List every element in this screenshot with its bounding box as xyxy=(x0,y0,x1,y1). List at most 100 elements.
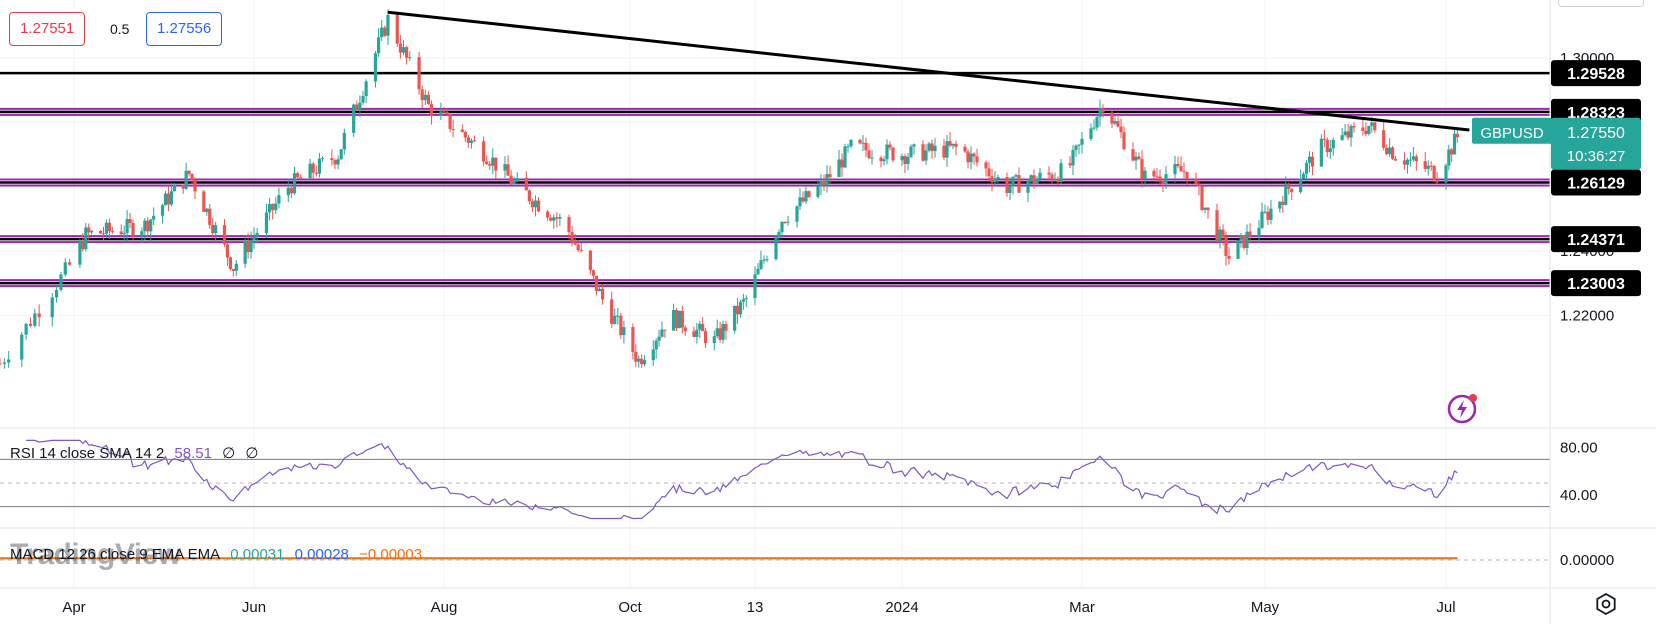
candle-body xyxy=(783,221,787,223)
candle xyxy=(933,138,937,158)
candle-body xyxy=(1005,177,1009,193)
candle-body xyxy=(395,14,399,44)
candle-body xyxy=(954,143,958,147)
candle-body xyxy=(1074,145,1078,150)
candle xyxy=(942,138,946,161)
candle xyxy=(1435,172,1439,184)
candle xyxy=(594,275,599,296)
candle xyxy=(756,263,760,275)
candle xyxy=(1248,223,1252,244)
candle xyxy=(570,226,574,247)
candle-body xyxy=(1349,126,1353,138)
time-axis-label: Jul xyxy=(1436,599,1455,616)
candle-body xyxy=(386,14,390,36)
candle xyxy=(683,325,687,336)
candle xyxy=(299,174,303,179)
candle-body xyxy=(1346,131,1350,138)
candle xyxy=(651,340,655,367)
sell-price[interactable]: 1.27551 xyxy=(9,12,86,46)
candle xyxy=(1452,127,1457,155)
indicator-panes xyxy=(0,427,1656,589)
candle-body xyxy=(104,222,109,234)
candle xyxy=(228,256,232,271)
candle xyxy=(843,143,847,168)
candle xyxy=(408,51,412,61)
candle xyxy=(1050,172,1054,184)
candle xyxy=(825,165,829,193)
candle-body xyxy=(735,305,740,315)
candle xyxy=(1068,156,1072,169)
candle xyxy=(1203,207,1207,214)
settings-gear-icon[interactable] xyxy=(1594,592,1618,616)
candle-body xyxy=(160,205,165,216)
candle-body xyxy=(299,177,303,179)
trendline[interactable] xyxy=(387,10,1470,132)
candle-body xyxy=(54,289,59,298)
candle xyxy=(1053,172,1057,182)
candle xyxy=(780,220,784,239)
macd-legend[interactable]: MACD 12 26 close 9 EMA EMA 0.00031 0.000… xyxy=(10,546,428,563)
candle-body xyxy=(909,146,913,157)
level-tag-bg xyxy=(1551,270,1641,297)
candle-body xyxy=(1227,256,1231,259)
candle xyxy=(712,330,716,351)
candle-body xyxy=(1299,178,1303,193)
candle-body xyxy=(993,178,997,183)
rsi-legend[interactable]: RSI 14 close SMA 14 2 58.51 ∅ ∅ xyxy=(10,444,264,462)
flash-icon[interactable] xyxy=(1446,391,1480,425)
candle-body xyxy=(680,310,684,328)
candle-body xyxy=(744,298,748,300)
candle xyxy=(274,197,278,214)
candle-body xyxy=(1047,172,1051,175)
candle-body xyxy=(762,259,766,261)
candle-body xyxy=(816,186,820,197)
candle xyxy=(1092,119,1096,131)
candlestick-series xyxy=(0,9,1459,369)
candle-body xyxy=(1011,176,1015,187)
candle xyxy=(735,297,740,324)
candle-body xyxy=(225,244,230,258)
candle-body xyxy=(249,240,253,253)
candle-body xyxy=(169,191,173,205)
candle xyxy=(1385,144,1389,156)
top-right-button[interactable] xyxy=(1558,0,1644,7)
candle-body xyxy=(0,363,2,365)
candle-body xyxy=(1098,108,1102,118)
candle-body xyxy=(252,236,256,241)
candle-body xyxy=(208,208,212,225)
candle-body xyxy=(558,217,562,219)
candle xyxy=(816,180,820,199)
candle-body xyxy=(1414,156,1418,162)
candle xyxy=(819,174,823,195)
candle xyxy=(1236,240,1240,260)
buy-price[interactable]: 1.27556 xyxy=(146,12,223,46)
candle xyxy=(1056,176,1060,185)
candle xyxy=(494,157,498,179)
time-axis-label: 13 xyxy=(747,599,764,616)
candle-body xyxy=(448,113,452,129)
candle-body xyxy=(600,288,605,300)
candle xyxy=(828,165,832,185)
candle-body xyxy=(801,197,805,202)
candle xyxy=(252,227,256,249)
candle-body xyxy=(466,137,470,143)
candle-body xyxy=(90,231,94,233)
candle-body xyxy=(193,180,197,192)
candle xyxy=(485,155,489,166)
candle-body xyxy=(2,362,6,364)
candle xyxy=(122,225,126,243)
candle xyxy=(181,184,185,194)
time-axis-label: Apr xyxy=(62,599,85,616)
candle-body xyxy=(1071,149,1075,166)
candle xyxy=(1101,104,1105,118)
candle xyxy=(1206,207,1210,219)
candle-body xyxy=(642,360,647,365)
candle-body xyxy=(1008,186,1012,193)
candle-body xyxy=(1432,165,1436,181)
candle xyxy=(963,144,967,154)
candle-body xyxy=(7,359,11,363)
candle-body xyxy=(1382,130,1386,148)
candle xyxy=(234,260,238,277)
candle xyxy=(576,240,580,253)
